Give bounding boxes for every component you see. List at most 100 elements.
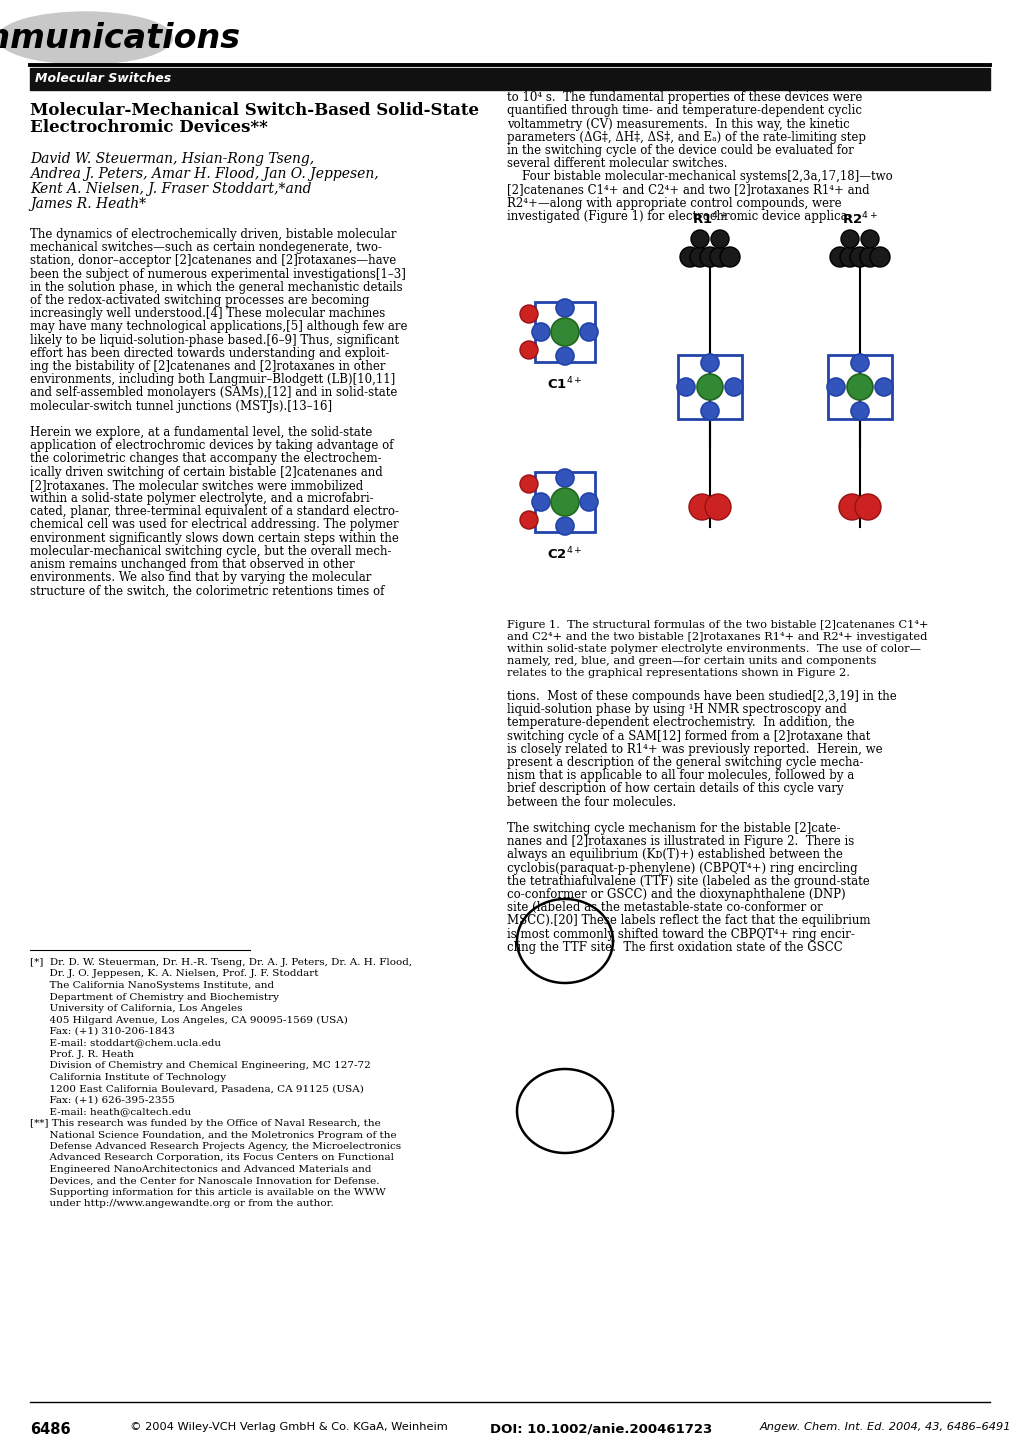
Circle shape [520,304,537,323]
Text: 405 Hilgard Avenue, Los Angeles, CA 90095-1569 (USA): 405 Hilgard Avenue, Los Angeles, CA 9009… [30,1016,347,1025]
Text: 6486: 6486 [30,1421,70,1437]
Text: application of electrochromic devices by taking advantage of: application of electrochromic devices by… [30,439,393,452]
Circle shape [532,494,549,511]
Text: station, donor–acceptor [2]catenanes and [2]rotaxanes—have: station, donor–acceptor [2]catenanes and… [30,254,395,267]
Text: Engineered NanoArchitectonics and Advanced Materials and: Engineered NanoArchitectonics and Advanc… [30,1165,371,1175]
Text: $\mathbf{C2}^{4+}$: $\mathbf{C2}^{4+}$ [547,545,582,561]
Text: co-conformer or GSCC) and the dioxynaphthalene (DNP): co-conformer or GSCC) and the dioxynapht… [506,887,845,900]
Circle shape [550,317,579,346]
Text: Herein we explore, at a fundamental level, the solid-state: Herein we explore, at a fundamental leve… [30,426,372,439]
Text: relates to the graphical representations shown in Figure 2.: relates to the graphical representations… [506,668,849,678]
Text: Advanced Research Corporation, its Focus Centers on Functional: Advanced Research Corporation, its Focus… [30,1153,393,1163]
Circle shape [839,494,864,519]
Circle shape [555,346,574,365]
Text: nism that is applicable to all four molecules, followed by a: nism that is applicable to all four mole… [506,769,854,782]
Text: investigated (Figure 1) for electrochromic device applica-: investigated (Figure 1) for electrochrom… [506,211,851,224]
Circle shape [841,229,858,248]
Circle shape [699,247,719,267]
Circle shape [555,517,574,535]
Text: The switching cycle mechanism for the bistable [2]cate-: The switching cycle mechanism for the bi… [506,823,840,835]
Text: the colorimetric changes that accompany the electrochem­: the colorimetric changes that accompany … [30,453,381,466]
Circle shape [826,378,844,395]
Text: E-mail: heath@caltech.edu: E-mail: heath@caltech.edu [30,1107,191,1117]
Bar [535,302,594,362]
Text: James R. Heath*: James R. Heath* [30,198,146,211]
Text: between the four molecules.: between the four molecules. [506,795,676,808]
Text: ically driven switching of certain bistable [2]catenanes and: ically driven switching of certain bista… [30,466,382,479]
Text: always an equilibrium (Kᴅ(T)+) established between the: always an equilibrium (Kᴅ(T)+) establish… [506,848,842,861]
Text: increasingly well understood.[4] These molecular machines: increasingly well understood.[4] These m… [30,307,385,320]
Text: within solid-state polymer electrolyte environments.  The use of color—: within solid-state polymer electrolyte e… [506,644,920,654]
Text: National Science Foundation, and the Moletronics Program of the: National Science Foundation, and the Mol… [30,1130,396,1140]
Text: Defense Advanced Research Projects Agency, the Microelectronics: Defense Advanced Research Projects Agenc… [30,1141,400,1152]
Text: Electrochromic Devices**: Electrochromic Devices** [30,118,268,136]
Circle shape [680,247,699,267]
Text: brief description of how certain details of this cycle vary: brief description of how certain details… [506,782,843,795]
Text: of the redox-activated switching processes are becoming: of the redox-activated switching process… [30,294,369,307]
Text: E-mail: stoddart@chem.ucla.edu: E-mail: stoddart@chem.ucla.edu [30,1039,221,1048]
Circle shape [849,247,869,267]
Circle shape [874,378,892,395]
Text: to 10⁴ s.  The fundamental properties of these devices were: to 10⁴ s. The fundamental properties of … [506,91,861,104]
Text: and C2⁴+ and the two bistable [2]rotaxanes R1⁴+ and R2⁴+ investigated: and C2⁴+ and the two bistable [2]rotaxan… [506,632,926,642]
Text: $\mathbf{R2}^{4+}$: $\mathbf{R2}^{4+}$ [841,211,877,227]
Text: R2⁴+—along with appropriate control compounds, were: R2⁴+—along with appropriate control comp… [506,196,841,209]
Text: Four bistable molecular-mechanical systems[2,3a,17,18]—two: Four bistable molecular-mechanical syste… [506,170,892,183]
Text: Dr. J. O. Jeppesen, K. A. Nielsen, Prof. J. F. Stoddart: Dr. J. O. Jeppesen, K. A. Nielsen, Prof.… [30,970,318,978]
Text: [**] This research was funded by the Office of Naval Research, the: [**] This research was funded by the Off… [30,1118,380,1128]
Text: ing the bistability of [2]catenanes and [2]rotaxanes in other: ing the bistability of [2]catenanes and … [30,359,385,372]
Circle shape [860,229,878,248]
Text: Andrea J. Peters, Amar H. Flood, Jan O. Jeppesen,: Andrea J. Peters, Amar H. Flood, Jan O. … [30,167,378,180]
Circle shape [555,299,574,317]
Text: site (labeled as the metastable-state co-conformer or: site (labeled as the metastable-state co… [506,902,822,915]
Text: Division of Chemistry and Chemical Engineering, MC 127-72: Division of Chemistry and Chemical Engin… [30,1062,370,1071]
Text: temperature-dependent electrochemistry.  In addition, the: temperature-dependent electrochemistry. … [506,716,854,729]
Circle shape [532,323,549,341]
Text: Devices, and the Center for Nanoscale Innovation for Defense.: Devices, and the Center for Nanoscale In… [30,1176,379,1186]
Text: and self-assembled monolayers (SAMs),[12] and in solid-state: and self-assembled monolayers (SAMs),[12… [30,387,397,400]
Text: Molecular-Mechanical Switch-Based Solid-State: Molecular-Mechanical Switch-Based Solid-… [30,102,479,118]
Circle shape [869,247,890,267]
Circle shape [700,403,718,420]
Circle shape [696,374,722,400]
Text: may have many technological applications,[5] although few are: may have many technological applications… [30,320,408,333]
Text: © 2004 Wiley-VCH Verlag GmbH & Co. KGaA, Weinheim: © 2004 Wiley-VCH Verlag GmbH & Co. KGaA,… [129,1421,447,1431]
Text: Figure 1.  The structural formulas of the two bistable [2]catenanes C1⁴+: Figure 1. The structural formulas of the… [506,620,927,631]
Text: mechanical switches—such as certain nondegenerate, two-: mechanical switches—such as certain nond… [30,241,382,254]
Circle shape [580,494,597,511]
Circle shape [689,247,709,267]
Circle shape [710,229,729,248]
Text: effort has been directed towards understanding and exploit-: effort has been directed towards underst… [30,346,389,359]
Text: switching cycle of a SAM[12] formed from a [2]rotaxane that: switching cycle of a SAM[12] formed from… [506,730,869,743]
Text: quantified through time- and temperature-dependent cyclic: quantified through time- and temperature… [506,104,861,117]
Circle shape [520,475,537,494]
Text: [2]rotaxanes. The molecular switches were immobilized: [2]rotaxanes. The molecular switches wer… [30,479,363,492]
Bar [827,355,892,418]
Text: molecular-mechanical switching cycle, but the overall mech-: molecular-mechanical switching cycle, bu… [30,545,391,558]
Bar [30,68,989,89]
Text: tions.  Most of these compounds have been studied[2,3,19] in the: tions. Most of these compounds have been… [506,690,896,703]
Ellipse shape [0,12,172,63]
Text: $\mathbf{R1}^{4+}$: $\mathbf{R1}^{4+}$ [691,211,728,227]
Text: Communications: Communications [0,22,240,55]
Circle shape [690,229,708,248]
Text: chemical cell was used for electrical addressing. The polymer: chemical cell was used for electrical ad… [30,518,398,531]
Circle shape [700,354,718,372]
Text: Molecular Switches: Molecular Switches [35,72,171,85]
Text: in the switching cycle of the device could be evaluated for: in the switching cycle of the device cou… [506,144,853,157]
Circle shape [850,403,868,420]
Text: Angew. Chem. Int. Ed. 2004, 43, 6486–6491: Angew. Chem. Int. Ed. 2004, 43, 6486–649… [759,1421,1011,1431]
Text: environments, including both Langmuir–Blodgett (LB)[10,11]: environments, including both Langmuir–Bl… [30,374,395,387]
Text: in the solution phase, in which the general mechanistic details: in the solution phase, in which the gene… [30,281,403,294]
Text: is closely related to R1⁴+ was previously reported.  Herein, we: is closely related to R1⁴+ was previousl… [506,743,881,756]
Circle shape [677,378,694,395]
Text: University of California, Los Angeles: University of California, Los Angeles [30,1004,243,1013]
Circle shape [709,247,730,267]
Text: structure of the switch, the colorimetric retentions times of: structure of the switch, the colorimetri… [30,584,384,597]
Text: [*]  Dr. D. W. Steuerman, Dr. H.-R. Tseng, Dr. A. J. Peters, Dr. A. H. Flood,: [*] Dr. D. W. Steuerman, Dr. H.-R. Tseng… [30,958,412,967]
Text: 1200 East California Boulevard, Pasadena, CA 91125 (USA): 1200 East California Boulevard, Pasadena… [30,1085,364,1094]
Text: environment significantly slows down certain steps within the: environment significantly slows down cer… [30,531,398,544]
Bar [678,355,741,418]
Text: Department of Chemistry and Biochemistry: Department of Chemistry and Biochemistry [30,993,279,1001]
Text: parameters (ΔG‡, ΔH‡, ΔS‡, and Eₐ) of the rate-limiting step: parameters (ΔG‡, ΔH‡, ΔS‡, and Eₐ) of th… [506,131,865,144]
